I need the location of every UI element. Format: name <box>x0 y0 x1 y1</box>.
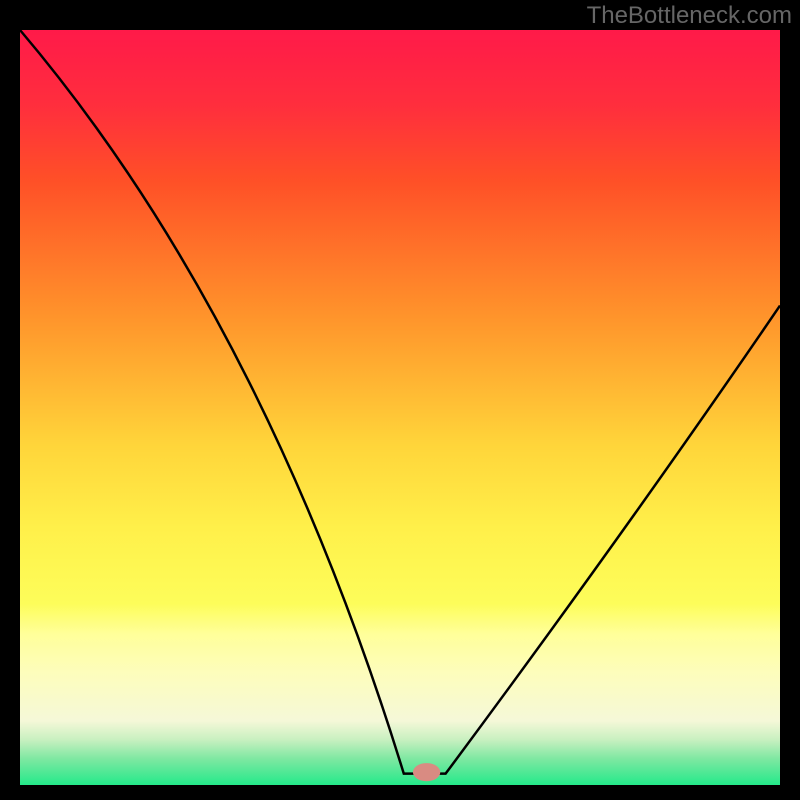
watermark-text: TheBottleneck.com <box>587 2 792 30</box>
bottleneck-chart: TheBottleneck.com <box>0 0 800 800</box>
gradient-background <box>20 30 780 785</box>
chart-svg <box>0 0 800 800</box>
minimum-marker <box>413 763 440 781</box>
